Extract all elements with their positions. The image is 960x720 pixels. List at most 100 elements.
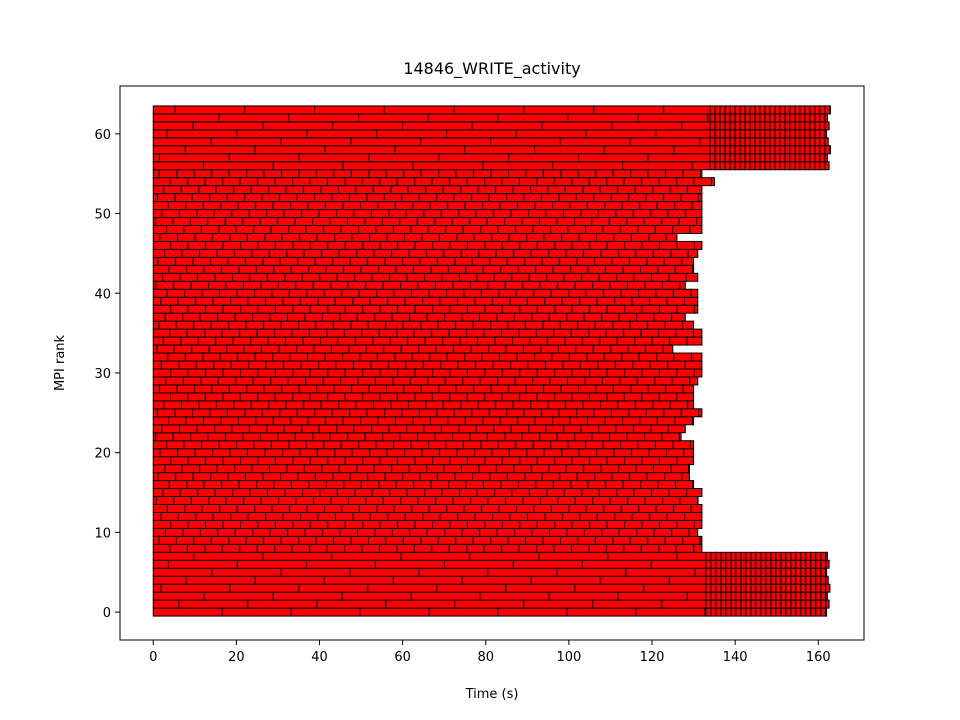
write-segment <box>740 599 747 609</box>
write-segment <box>408 248 427 258</box>
write-segment <box>407 336 426 346</box>
write-segment <box>243 496 262 505</box>
write-segment <box>720 607 727 617</box>
write-segment <box>157 472 177 482</box>
write-segment <box>404 296 424 306</box>
write-segment <box>334 296 354 306</box>
write-segment <box>650 272 670 282</box>
write-segment <box>672 288 692 298</box>
write-segment <box>323 575 394 585</box>
write-segment <box>785 599 792 609</box>
write-segment <box>397 304 416 314</box>
write-segment <box>820 607 827 617</box>
write-segment <box>719 145 726 155</box>
write-segment <box>283 360 302 370</box>
write-segment <box>749 121 756 131</box>
write-segment <box>799 129 806 139</box>
write-segment <box>574 432 593 442</box>
write-segment <box>238 264 257 274</box>
write-segment <box>479 527 498 537</box>
write-segment <box>804 161 811 171</box>
write-segment <box>795 567 802 577</box>
write-segment <box>820 567 827 577</box>
write-segment <box>676 240 695 250</box>
write-segment <box>551 201 571 211</box>
write-segment <box>754 153 761 163</box>
write-segment <box>378 328 398 338</box>
write-segment <box>671 312 686 322</box>
write-segment <box>297 472 316 482</box>
write-segment <box>691 352 703 362</box>
write-segment <box>357 527 376 537</box>
write-segment <box>290 201 309 211</box>
write-segment <box>709 129 716 139</box>
write-segment <box>643 217 663 226</box>
write-segment <box>410 225 429 234</box>
write-segment <box>291 328 310 338</box>
write-segment <box>279 256 299 266</box>
write-segment <box>457 296 476 306</box>
write-segment <box>794 129 801 139</box>
write-segment <box>509 511 529 521</box>
write-segment <box>184 352 204 362</box>
write-segment <box>383 105 455 115</box>
write-segment <box>595 169 614 179</box>
write-segment <box>203 264 223 274</box>
write-segment <box>809 161 816 171</box>
write-segment <box>480 440 499 450</box>
write-segment <box>443 559 514 569</box>
write-segment <box>432 456 451 466</box>
write-segment <box>253 440 272 450</box>
write-segment <box>298 384 318 394</box>
write-segment <box>309 392 329 402</box>
write-segment <box>425 400 444 410</box>
write-segment <box>335 511 354 521</box>
write-segment <box>784 145 791 155</box>
write-segment <box>804 113 811 123</box>
write-segment <box>374 559 445 569</box>
write-segment <box>453 193 473 203</box>
write-segment <box>335 360 354 370</box>
write-segment <box>439 296 459 306</box>
write-segment <box>216 464 236 474</box>
write-segment <box>617 185 636 195</box>
write-segment <box>245 535 265 545</box>
write-segment <box>152 177 171 187</box>
write-segment <box>499 201 519 211</box>
write-segment <box>513 464 532 474</box>
write-segment <box>551 352 570 362</box>
write-segment <box>185 201 204 211</box>
write-segment <box>197 336 217 346</box>
x-axis-ticks: 0 20 40 60 80 100 120 140 160 <box>149 640 831 665</box>
write-segment <box>604 416 623 426</box>
write-segment <box>724 145 731 155</box>
write-segment <box>719 105 726 115</box>
write-segment <box>338 464 358 474</box>
x-axis-label: Time (s) <box>465 687 519 702</box>
write-segment <box>309 304 329 314</box>
write-segment <box>749 161 756 171</box>
write-segment <box>616 272 635 282</box>
write-segment <box>191 193 211 203</box>
write-segment <box>152 551 195 561</box>
write-segment <box>646 256 665 266</box>
write-segment <box>412 416 431 426</box>
write-segment <box>710 599 717 609</box>
write-segment <box>255 201 274 211</box>
write-segment <box>378 480 397 490</box>
write-segment <box>530 464 550 474</box>
write-segment <box>374 312 393 322</box>
write-segment <box>744 121 751 131</box>
write-segment <box>725 575 732 585</box>
write-segment <box>397 368 416 378</box>
write-segment <box>318 209 338 219</box>
write-segment <box>382 280 402 290</box>
write-segment <box>659 304 678 314</box>
write-segment <box>449 456 468 466</box>
write-segment <box>735 575 742 585</box>
write-segment <box>404 448 423 458</box>
write-segment <box>599 185 619 195</box>
write-segment <box>601 312 620 322</box>
write-segment <box>440 209 460 219</box>
write-segment <box>587 264 607 274</box>
